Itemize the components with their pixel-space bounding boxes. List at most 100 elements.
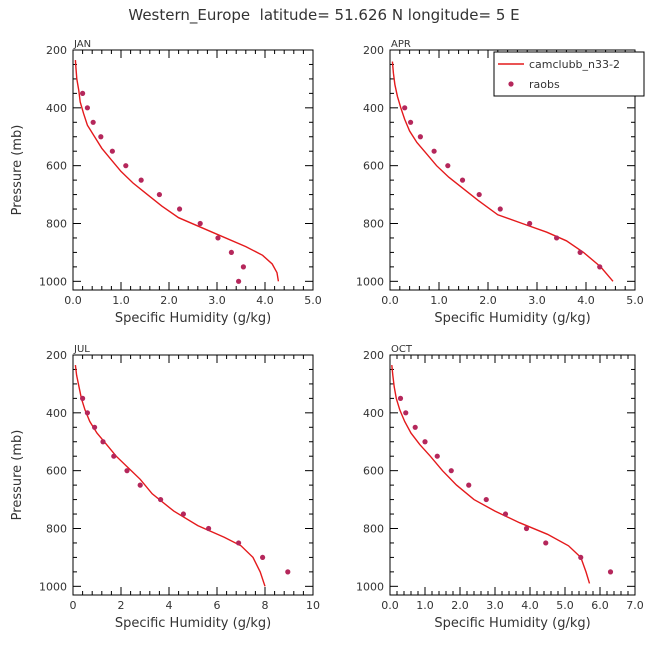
legend-marker-label: raobs [529,78,560,91]
raobs-point [180,511,186,517]
model-profile-line [74,365,266,587]
legend-box [493,51,645,97]
y-tick-label: 1000 [39,580,67,593]
raobs-point [543,540,549,546]
raobs-point [402,105,408,111]
raobs-point [124,468,130,474]
raobs-point [90,119,96,125]
x-tick-label: 4.0 [256,294,274,307]
panel-month-label: APR [391,39,411,50]
raobs-point [228,249,234,256]
y-tick-label: 400 [46,407,67,420]
raobs-point [111,453,117,459]
x-tick-label: 2.0 [451,599,469,612]
raobs-point [577,249,583,256]
raobs-point [527,220,533,227]
plot-frame [389,354,636,596]
raobs-point [578,554,584,561]
x-tick-label: 5.0 [556,599,574,612]
x-tick-label: 0 [70,599,77,612]
legend-line-label: camclubb_n33-2 [529,58,620,71]
y-tick-label: 600 [363,160,384,173]
x-axis-label: Specific Humidity (g/kg) [115,311,271,326]
raobs-point [176,206,183,212]
raobs-point [100,439,106,445]
panel-month-label: JAN [73,39,91,50]
y-tick-label: 800 [363,522,384,535]
x-tick-label: 1.0 [416,599,434,612]
plot-frame [389,49,636,291]
panel-month-label: OCT [391,344,413,355]
panel-oct: 0.0 1.0 2.0 3.0 4.0 5.0 6.0 7.0 200 400 600 800 1000… [356,344,644,631]
legend-marker-swatch [508,81,514,87]
raobs-point [285,569,291,575]
y-tick-label: 600 [46,160,67,173]
x-tick-label: 4 [166,599,173,612]
y-axis-label: Pressure (mb) [10,125,25,216]
raobs-point [109,148,115,154]
raobs-point [476,191,482,198]
x-tick-label: 8 [262,599,269,612]
raobs-point [80,395,86,401]
x-tick-label: 6.0 [591,599,609,612]
raobs-point [197,220,203,227]
raobs-point [397,395,404,401]
y-tick-label: 600 [363,465,384,478]
raobs-point [502,511,509,517]
raobs-point [138,177,144,183]
raobs-point [607,569,614,575]
model-profile-line [74,60,280,282]
raobs-point [523,525,530,532]
raobs-point [434,453,440,459]
x-tick-label: 0.0 [381,599,399,612]
y-axis-label: Pressure (mb) [10,430,25,521]
x-tick-label: 4.0 [577,294,595,307]
raobs-point [123,163,129,169]
raobs-point [260,554,266,561]
raobs-point [497,206,503,212]
raobs-point [206,525,212,532]
x-tick-label: 2 [118,599,125,612]
raobs-point [597,264,603,270]
x-tick-label: 0.0 [381,294,399,307]
x-axis-label: Specific Humidity (g/kg) [115,616,271,631]
x-tick-label: 3.0 [208,294,226,307]
y-tick-label: 400 [46,102,67,115]
raobs-point [156,191,162,198]
raobs-point [483,496,489,503]
x-tick-label: 3.0 [486,599,504,612]
y-tick-label: 200 [46,44,67,57]
raobs-point [236,540,242,546]
x-tick-label: 3.0 [528,294,546,307]
plot-frame [72,49,314,291]
raobs-point [403,410,409,416]
x-tick-label: 1.0 [430,294,448,307]
raobs-point [466,482,472,488]
raobs-point [417,134,423,140]
raobs-point [459,177,466,183]
raobs-point [84,105,90,111]
raobs-point [92,424,98,430]
model-profile-line [391,365,591,584]
x-tick-label: 6 [214,599,221,612]
panel-month-label: JUL [73,344,90,355]
raobs-point [236,278,242,284]
x-tick-label: 5.0 [626,294,644,307]
y-tick-label: 1000 [39,275,67,288]
raobs-point [407,119,414,125]
raobs-point [431,148,437,154]
raobs-point [98,134,104,140]
raobs-point [84,410,90,416]
raobs-point [412,424,418,430]
y-tick-label: 1000 [356,580,384,593]
panel-jul: 0 2 4 6 8 10 200 400 600 800 1000 JUL Specific Humid… [10,344,320,631]
plot-frame [72,354,314,596]
raobs-point [554,235,560,241]
raobs-point [445,163,451,169]
raobs-point [240,264,246,270]
x-tick-label: 2.0 [160,294,178,307]
x-tick-label: 2.0 [479,294,497,307]
raobs-point [137,482,143,488]
